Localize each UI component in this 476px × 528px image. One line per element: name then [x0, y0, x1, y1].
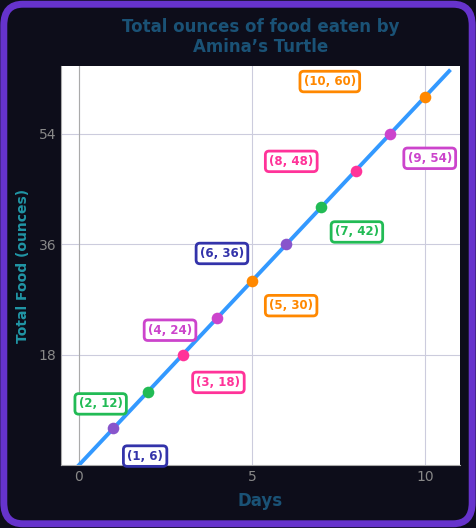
Text: (1, 6): (1, 6) [127, 449, 163, 463]
Point [179, 351, 187, 359]
Point [352, 166, 359, 175]
Point [109, 424, 117, 432]
Text: (10, 60): (10, 60) [304, 75, 356, 88]
X-axis label: Days: Days [238, 493, 283, 511]
Point [248, 277, 256, 285]
Point [317, 203, 325, 212]
Title: Total ounces of food eaten by
Amina’s Turtle: Total ounces of food eaten by Amina’s Tu… [122, 17, 399, 56]
Text: (8, 48): (8, 48) [269, 155, 313, 168]
Text: (9, 54): (9, 54) [407, 152, 452, 165]
Text: (7, 42): (7, 42) [335, 225, 379, 239]
Point [421, 93, 429, 101]
Point [213, 314, 221, 322]
Point [144, 388, 152, 396]
Text: (4, 24): (4, 24) [148, 324, 192, 337]
Y-axis label: Total Food (ounces): Total Food (ounces) [17, 188, 30, 343]
Text: (6, 36): (6, 36) [200, 247, 244, 260]
Text: (5, 30): (5, 30) [269, 299, 313, 312]
Point [283, 240, 290, 249]
Point [387, 129, 394, 138]
Text: (3, 18): (3, 18) [197, 376, 240, 389]
Text: (2, 12): (2, 12) [79, 398, 123, 410]
